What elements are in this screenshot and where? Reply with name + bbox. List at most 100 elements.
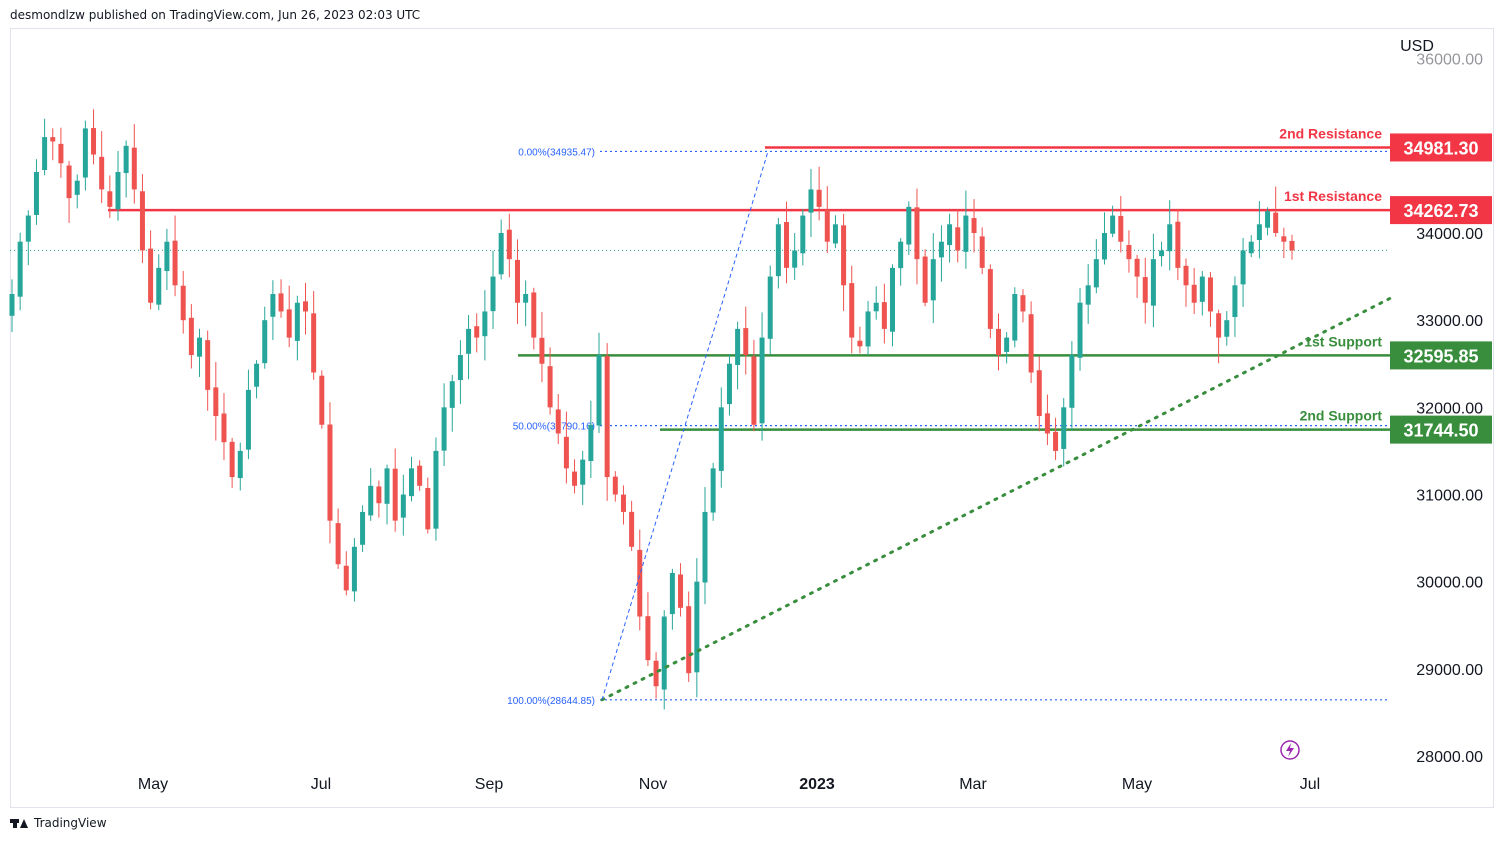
candle-body: [555, 409, 561, 434]
candle: [824, 186, 830, 254]
y-tick-label: 32000.00: [1416, 400, 1483, 417]
candle-body: [50, 137, 56, 142]
candle: [881, 283, 887, 344]
price-tag-label: 34262.73: [1403, 201, 1478, 221]
candle-body: [311, 313, 317, 373]
candle-body: [400, 494, 406, 518]
candle: [400, 474, 406, 536]
candle: [327, 402, 333, 544]
level-label: 1st Support: [1304, 333, 1382, 349]
candle-body: [417, 465, 423, 486]
candle-body: [58, 143, 64, 164]
candle: [294, 295, 300, 361]
currency-label: USD: [1400, 38, 1434, 55]
candle: [832, 215, 838, 249]
candle-body: [987, 269, 993, 329]
candle: [694, 558, 700, 698]
candle: [563, 411, 569, 484]
candle: [466, 315, 472, 380]
price-tag-label: 34981.30: [1403, 138, 1478, 158]
candle: [987, 264, 993, 339]
candle: [1020, 289, 1026, 323]
candle: [1134, 254, 1140, 298]
candle-body: [1061, 407, 1067, 449]
candle-body: [531, 292, 537, 338]
fib-diagonal[interactable]: [601, 151, 769, 700]
candle-body: [1175, 221, 1181, 268]
candle: [368, 468, 374, 521]
candle-body: [131, 147, 137, 190]
candle: [1110, 205, 1116, 238]
candle: [710, 462, 716, 521]
candle-body: [205, 340, 211, 390]
candle-body: [1085, 285, 1091, 305]
candle-body: [800, 215, 806, 254]
publisher-header: desmondlzw published on TradingView.com,…: [10, 8, 421, 22]
candle-body: [914, 207, 920, 260]
candle-body: [1028, 314, 1034, 373]
candle-body: [221, 413, 227, 443]
candle: [50, 128, 56, 161]
candle: [1012, 287, 1018, 348]
candle: [441, 383, 447, 467]
ascending-trendline[interactable]: [600, 296, 1392, 702]
fib-label: 50.00%(31790.16): [513, 422, 595, 433]
y-tick-label: 30000.00: [1416, 575, 1483, 592]
candle: [514, 239, 520, 324]
lightning-icon[interactable]: [1280, 740, 1300, 760]
candle-body: [457, 355, 463, 381]
candle: [254, 360, 260, 399]
candle: [947, 213, 953, 263]
candle-body: [620, 494, 626, 512]
candle-body: [156, 267, 162, 305]
candle: [343, 551, 349, 596]
candle-body: [702, 511, 708, 583]
candle: [425, 477, 431, 534]
candle: [678, 563, 684, 617]
candle-body: [245, 389, 251, 450]
candle-body: [653, 660, 659, 687]
candle-body: [278, 293, 284, 312]
candle: [979, 227, 985, 275]
candle-body: [816, 189, 822, 207]
candle: [629, 500, 635, 551]
candle-body: [1118, 215, 1124, 242]
candle-body: [1183, 265, 1189, 286]
candle: [620, 485, 626, 525]
candle-body: [1216, 313, 1222, 338]
footer-brand[interactable]: TradingView: [10, 816, 107, 830]
candle: [303, 282, 309, 335]
candle-body: [857, 340, 863, 347]
candle-body: [1142, 277, 1148, 303]
candle-body: [881, 302, 887, 329]
candle: [995, 313, 1001, 371]
candle-body: [1101, 233, 1107, 260]
candle-body: [1110, 215, 1116, 234]
candle: [156, 254, 162, 311]
candle: [311, 291, 317, 380]
candle-body: [1240, 250, 1246, 285]
candle: [245, 369, 251, 460]
candle-body: [775, 224, 781, 277]
candle-body: [270, 294, 276, 317]
x-tick-label: Jul: [1300, 776, 1320, 793]
candle: [1191, 267, 1197, 315]
candle: [1256, 201, 1262, 259]
candle-body: [865, 311, 871, 347]
candle-body: [922, 256, 928, 303]
candle: [547, 347, 553, 415]
candle-body: [824, 209, 830, 242]
candle-body: [1134, 258, 1140, 277]
candle: [1224, 311, 1230, 346]
candle-body: [784, 222, 790, 268]
candle: [930, 233, 936, 324]
candle-body: [547, 366, 553, 408]
candle-body: [971, 218, 977, 233]
y-tick-label: 34000.00: [1416, 226, 1483, 243]
candle: [286, 285, 292, 348]
candle-body: [1289, 240, 1295, 251]
candle: [898, 238, 904, 286]
candle: [392, 448, 398, 532]
candle: [351, 538, 357, 602]
